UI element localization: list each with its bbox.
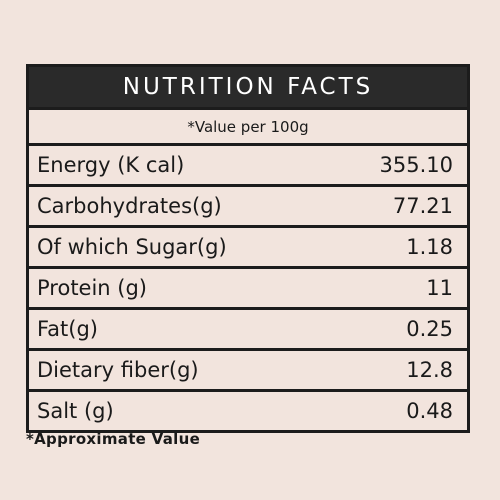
- table-title: NUTRITION FACTS: [29, 67, 467, 107]
- row-label: Of which Sugar(g): [37, 235, 227, 259]
- nutrition-facts-table: NUTRITION FACTS *Value per 100g Energy (…: [26, 64, 470, 433]
- table-row: Fat(g) 0.25: [29, 307, 467, 348]
- table-row: Salt (g) 0.48: [29, 389, 467, 430]
- table-row: Energy (K cal) 355.10: [29, 143, 467, 184]
- row-value: 1.18: [406, 235, 453, 259]
- row-value: 12.8: [406, 358, 453, 382]
- table-subtitle: *Value per 100g: [29, 107, 467, 143]
- row-value: 355.10: [379, 153, 453, 177]
- row-label: Salt (g): [37, 399, 114, 423]
- table-row: Carbohydrates(g) 77.21: [29, 184, 467, 225]
- table-row: Of which Sugar(g) 1.18: [29, 225, 467, 266]
- row-label: Protein (g): [37, 276, 148, 300]
- row-value: 11: [426, 276, 453, 300]
- row-value: 77.21: [392, 194, 453, 218]
- table-row: Dietary fiber(g) 12.8: [29, 348, 467, 389]
- footnote: *Approximate Value: [26, 430, 201, 448]
- row-label: Dietary fiber(g): [37, 358, 199, 382]
- row-label: Energy (K cal): [37, 153, 185, 177]
- row-label: Fat(g): [37, 317, 98, 341]
- row-value: 0.25: [406, 317, 453, 341]
- table-row: Protein (g) 11: [29, 266, 467, 307]
- row-label: Carbohydrates(g): [37, 194, 222, 218]
- row-value: 0.48: [406, 399, 453, 423]
